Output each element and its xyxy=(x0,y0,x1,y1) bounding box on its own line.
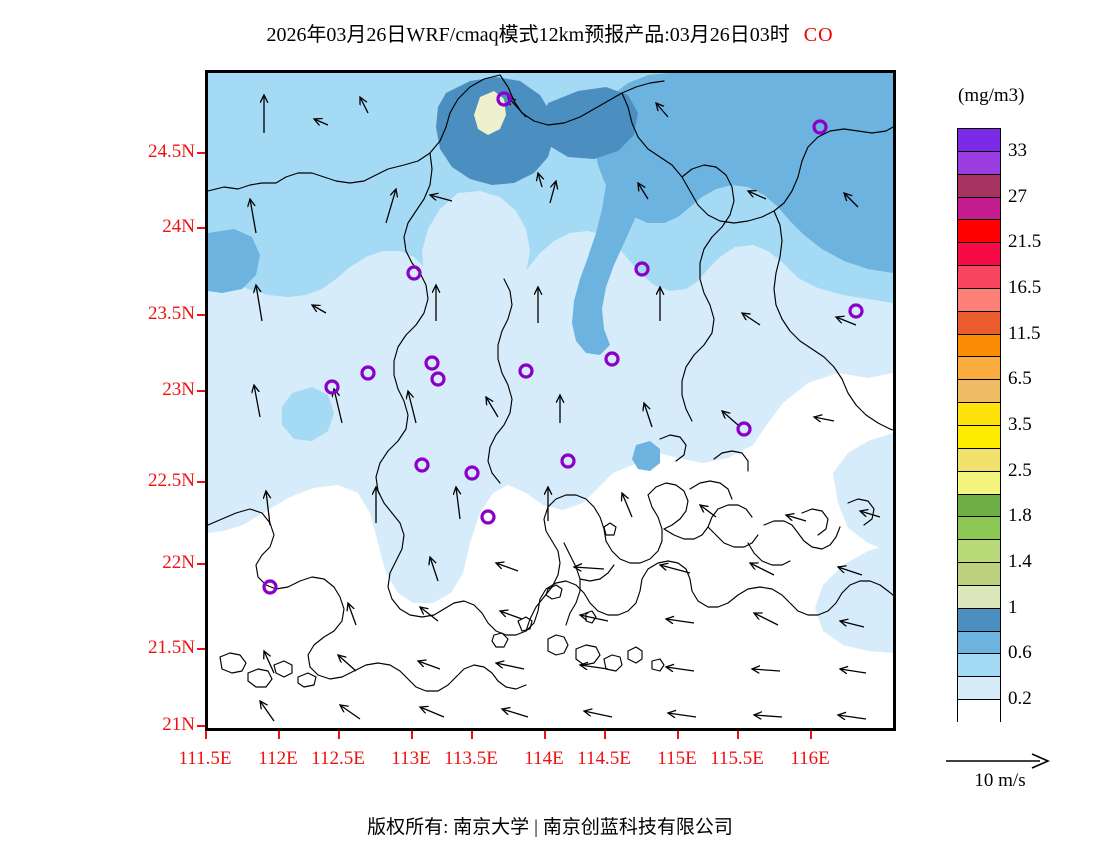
x-tick-label-0: 111.5E xyxy=(178,748,232,769)
colorbar: (mg/m3) 33 27 21.5 16.5 11.5 6.5 3.5 2.5 1.8 1.4 1… xyxy=(920,85,1095,745)
colorbar-band xyxy=(958,311,1000,335)
colorbar-tick-label: 27 xyxy=(1008,185,1027,207)
x-tick-label-3: 113E xyxy=(391,748,431,769)
title-text: 2026年03月26日WRF/cmaq模式12km预报产品:03月26日03时 xyxy=(266,24,790,46)
colorbar-band xyxy=(958,266,1000,289)
colorbar-tick-label: 2.5 xyxy=(1008,459,1032,481)
y-tick-label-1: 24N xyxy=(162,216,195,237)
x-tick-label-9: 116E xyxy=(790,748,830,769)
x-tick-label-1: 112E xyxy=(258,748,298,769)
colorbar-band xyxy=(958,608,1000,632)
x-tick-mark xyxy=(677,731,679,739)
y-tick-label-2: 23.5N xyxy=(148,303,195,324)
colorbar-band xyxy=(958,677,1000,701)
map-canvas xyxy=(208,73,893,728)
colorbar-band xyxy=(958,174,1000,198)
y-tick-label-7: 21N xyxy=(162,714,195,735)
wind-vector-layer xyxy=(250,95,881,722)
x-tick-mark xyxy=(810,731,812,739)
footer: 版权所有: 南京大学 | 南京创蓝科技有限公司 xyxy=(0,812,1100,839)
footer-copyright: 版权所有: 南京大学 xyxy=(367,817,530,838)
colorbar-band xyxy=(958,426,1000,449)
footer-company: 南京创蓝科技有限公司 xyxy=(542,817,733,838)
x-tick-label-7: 115E xyxy=(657,748,697,769)
x-tick-mark xyxy=(604,731,606,739)
y-tick-mark xyxy=(197,481,205,483)
colorbar-band xyxy=(958,631,1000,655)
colorbar-band xyxy=(958,494,1000,518)
x-tick-mark xyxy=(411,731,413,739)
y-tick-mark xyxy=(197,227,205,229)
y-tick-mark xyxy=(197,648,205,650)
y-tick-label-3: 23N xyxy=(162,379,195,400)
colorbar-band xyxy=(958,197,1000,221)
colorbar-tick-label: 1.4 xyxy=(1008,551,1032,573)
colorbar-tick-label: 0.6 xyxy=(1008,642,1032,664)
x-tick-label-6: 114.5E xyxy=(577,748,631,769)
colorbar-band xyxy=(958,380,1000,404)
colorbar-tick-label: 1 xyxy=(1008,596,1018,618)
colorbar-band xyxy=(958,334,1000,358)
colorbar-tick-label: 1.8 xyxy=(1008,505,1032,527)
colorbar-band xyxy=(958,563,1000,586)
page-title: 2026年03月26日WRF/cmaq模式12km预报产品:03月26日03时 C… xyxy=(0,18,1100,47)
colorbar-band xyxy=(958,288,1000,312)
colorbar-unit: (mg/m3) xyxy=(958,85,1025,106)
colorbar-band xyxy=(958,654,1000,678)
y-tick-label-5: 22N xyxy=(162,552,195,573)
x-tick-mark xyxy=(544,731,546,739)
coastline-layer xyxy=(208,74,893,692)
colorbar-band xyxy=(958,403,1000,426)
forecast-map[interactable] xyxy=(205,70,896,731)
colorbar-band xyxy=(958,448,1000,472)
colorbar-band xyxy=(958,585,1000,609)
colorbar-band xyxy=(958,243,1000,267)
wind-scale-key: 10 m/s xyxy=(940,748,1090,808)
colorbar-tick-label: 3.5 xyxy=(1008,414,1032,435)
y-tick-mark xyxy=(197,725,205,727)
x-tick-mark xyxy=(737,731,739,739)
colorbar-band xyxy=(958,357,1000,381)
x-tick-mark xyxy=(278,731,280,739)
y-tick-label-6: 21.5N xyxy=(148,637,195,658)
colorbar-band xyxy=(958,220,1000,244)
colorbar-tick-label: 21.5 xyxy=(1008,231,1042,253)
x-tick-mark xyxy=(338,731,340,739)
x-tick-mark xyxy=(205,731,207,739)
footer-separator: | xyxy=(534,817,538,838)
colorbar-band xyxy=(958,129,1000,152)
x-tick-label-2: 112.5E xyxy=(311,748,365,769)
y-tick-mark xyxy=(197,314,205,316)
colorbar-tick-label: 16.5 xyxy=(1008,276,1042,298)
x-tick-label-4: 113.5E xyxy=(444,748,498,769)
station-marker-layer xyxy=(262,91,864,595)
colorbar-band xyxy=(958,471,1000,495)
y-tick-mark xyxy=(197,152,205,154)
y-tick-label-4: 22.5N xyxy=(148,470,195,491)
colorbar-swatches xyxy=(957,128,1001,723)
y-tick-mark xyxy=(197,390,205,392)
colorbar-tick-label: 0.2 xyxy=(1008,688,1032,710)
colorbar-band xyxy=(958,540,1000,564)
x-tick-label-8: 115.5E xyxy=(710,748,764,769)
y-tick-mark xyxy=(197,563,205,565)
colorbar-tick-label: 11.5 xyxy=(1008,322,1041,344)
colorbar-band xyxy=(958,700,1000,723)
colorbar-tick-label: 6.5 xyxy=(1008,368,1032,390)
colorbar-tick-label: 33 xyxy=(1008,139,1027,161)
x-tick-label-5: 114E xyxy=(524,748,564,769)
x-tick-mark xyxy=(471,731,473,739)
colorbar-band xyxy=(958,517,1000,541)
title-species: CO xyxy=(803,24,834,46)
right-arrow-icon xyxy=(946,753,1050,769)
contour-fill-layer xyxy=(208,73,893,728)
wind-scale-label: 10 m/s xyxy=(974,770,1026,791)
colorbar-band xyxy=(958,151,1000,175)
y-tick-label-0: 24.5N xyxy=(148,141,195,162)
